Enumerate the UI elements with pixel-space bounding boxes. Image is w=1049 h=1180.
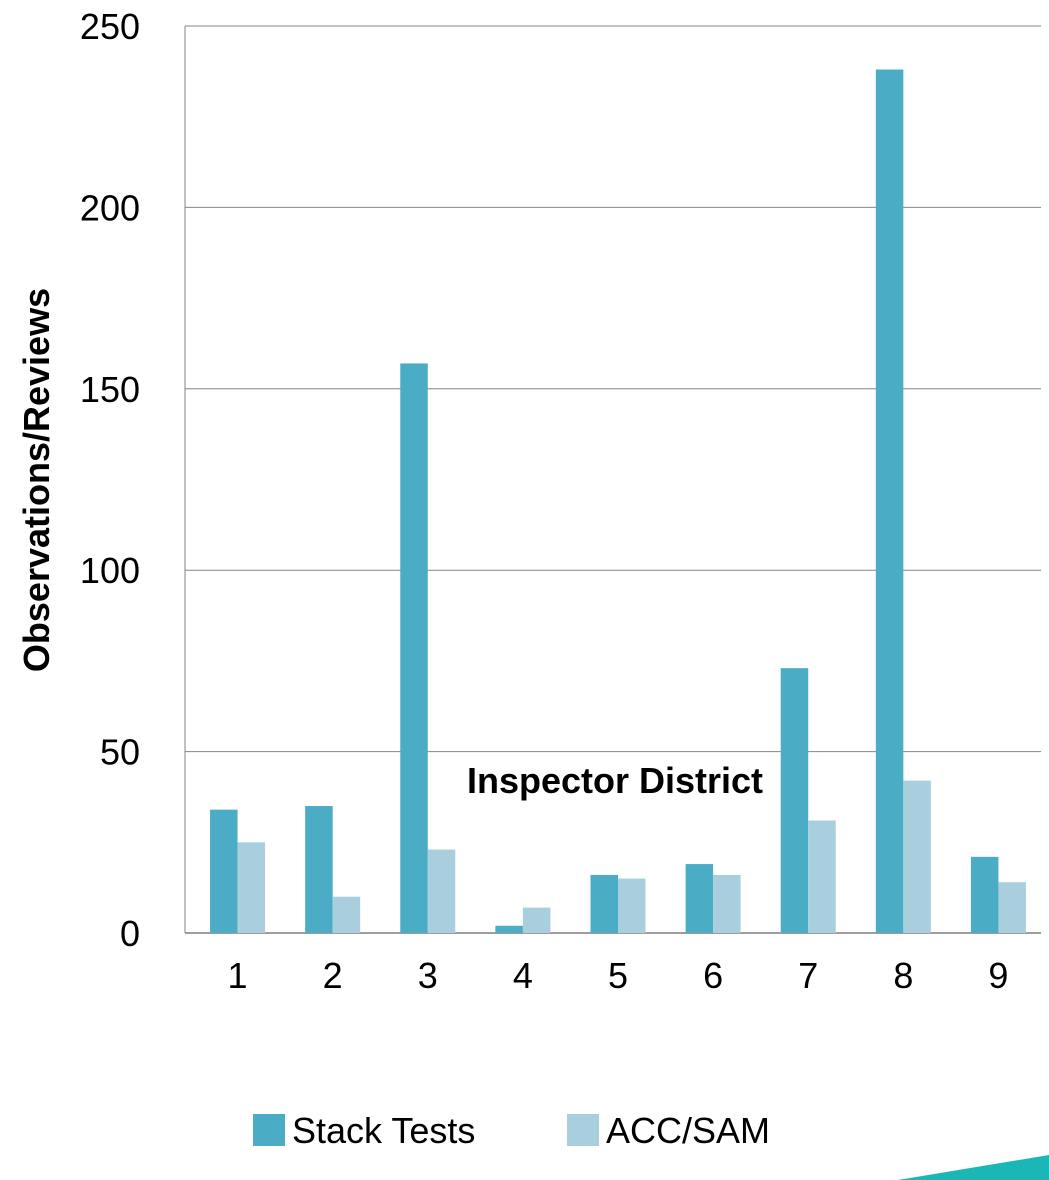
- x-axis-title: Inspector District: [467, 760, 763, 801]
- bar-acc-sam: [427, 849, 456, 933]
- x-tick-label: 6: [703, 955, 723, 996]
- bar-stack-tests: [970, 856, 999, 933]
- corner-accent-shape: [898, 1155, 1049, 1180]
- x-tick-label: 2: [323, 955, 343, 996]
- x-tick-label: 4: [513, 955, 533, 996]
- bar-stack-tests: [875, 69, 904, 933]
- bar-stack-tests: [590, 874, 618, 933]
- x-tick-label: 8: [893, 955, 913, 996]
- bar-acc-sam: [713, 874, 741, 933]
- bar-stack-tests: [780, 668, 809, 933]
- bar-acc-sam: [903, 780, 931, 933]
- bar-stack-tests: [495, 925, 523, 933]
- y-tick-label: 250: [80, 6, 140, 47]
- bar-acc-sam: [522, 907, 551, 933]
- bar-stack-tests: [685, 864, 714, 933]
- bar-stack-tests: [210, 809, 238, 933]
- bar-acc-sam: [808, 820, 836, 933]
- bar-stack-tests: [305, 806, 333, 933]
- bars: [210, 69, 1026, 933]
- legend: Stack Tests ACC/SAM: [253, 1110, 770, 1151]
- x-tick-label: 1: [228, 955, 248, 996]
- y-tick-labels: 0 50 100 150 200 250: [80, 6, 140, 954]
- legend-swatch: [567, 1114, 599, 1146]
- y-tick-label: 150: [80, 369, 140, 410]
- legend-swatch: [253, 1114, 285, 1146]
- y-axis-title: Observations/Reviews: [16, 288, 57, 672]
- y-tick-label: 0: [120, 913, 140, 954]
- bar-acc-sam: [618, 878, 646, 933]
- x-tick-label: 5: [608, 955, 628, 996]
- bar-acc-sam: [237, 842, 266, 933]
- bar-stack-tests: [400, 363, 428, 933]
- bar-acc-sam: [332, 896, 361, 933]
- x-tick-labels: 1 2 3 4 5 6 7 8 9: [228, 955, 1009, 996]
- x-tick-label: 3: [418, 955, 438, 996]
- x-tick-label: 9: [988, 955, 1008, 996]
- x-tick-label: 7: [798, 955, 818, 996]
- legend-label: Stack Tests: [292, 1110, 475, 1151]
- bar-acc-sam: [998, 882, 1026, 933]
- y-tick-label: 100: [80, 550, 140, 591]
- y-tick-label: 200: [80, 187, 140, 228]
- y-tick-label: 50: [100, 732, 140, 773]
- legend-label: ACC/SAM: [606, 1110, 770, 1151]
